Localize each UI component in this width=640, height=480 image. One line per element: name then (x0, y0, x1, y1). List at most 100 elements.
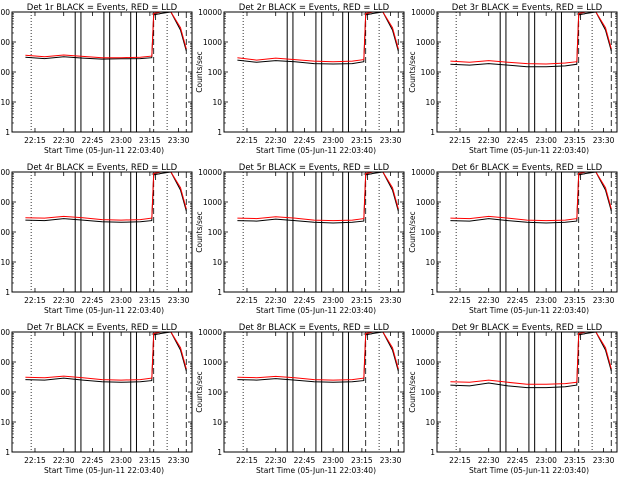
x-axis-title: Start Time (05-Jun-11 22:03:40) (469, 466, 589, 475)
x-tick-label: 22:30 (478, 296, 500, 305)
x-tick-label: 23:30 (380, 296, 402, 305)
panel-det-2: Det 2r BLACK = Events, RED = LLD 1 10 100 10… (195, 3, 405, 155)
y-tick-label: 10000 (411, 8, 435, 17)
events-series-line (237, 12, 399, 65)
x-axis-title: Start Time (05-Jun-11 22:03:40) (469, 146, 589, 155)
y-tick-label: 10 (0, 98, 10, 107)
x-tick-label: 22:15 (236, 456, 258, 465)
y-tick-label: 1000 (203, 198, 222, 207)
x-tick-label: 22:45 (82, 136, 104, 145)
y-tick-label: 10000 (0, 8, 10, 17)
y-tick-label: 100 (208, 68, 223, 77)
panel-title: Det 6r BLACK = Events, RED = LLD (452, 163, 603, 173)
y-tick-label: 10000 (198, 328, 222, 337)
panel-title: Det 7r BLACK = Events, RED = LLD (27, 323, 178, 333)
y-tick-label: 1000 (0, 358, 10, 367)
x-tick-label: 23:00 (110, 136, 132, 145)
x-tick-label: 22:45 (294, 136, 316, 145)
panel-det-3: Det 3r BLACK = Events, RED = LLD 1 10 100 10… (408, 3, 618, 155)
y-tick-label: 1 (217, 448, 222, 457)
x-tick-label: 23:00 (110, 296, 132, 305)
y-tick-label: 1 (430, 288, 435, 297)
x-tick-label: 23:00 (322, 136, 344, 145)
panel-title: Det 5r BLACK = Events, RED = LLD (239, 163, 390, 173)
x-tick-label: 22:15 (449, 296, 471, 305)
y-tick-label: 1 (5, 288, 10, 297)
y-tick-label: 1000 (416, 358, 435, 367)
lld-series-line (450, 172, 612, 222)
x-tick-label: 23:15 (564, 296, 586, 305)
y-tick-label: 10 (212, 418, 222, 427)
y-tick-label: 10 (212, 98, 222, 107)
plot-frame (11, 331, 193, 453)
x-tick-label: 22:30 (265, 136, 287, 145)
x-tick-label: 22:15 (24, 456, 46, 465)
lld-series-line (450, 332, 612, 385)
y-tick-label: 1 (217, 288, 222, 297)
x-tick-label: 22:45 (507, 136, 529, 145)
plot-frame (11, 171, 193, 293)
y-tick-label: 10000 (0, 168, 10, 177)
x-tick-label: 23:15 (139, 136, 161, 145)
y-axis-title: Counts/sec (195, 371, 204, 412)
y-tick-label: 100 (0, 68, 10, 77)
y-tick-label: 1 (430, 128, 435, 137)
x-tick-label: 23:30 (593, 456, 615, 465)
x-axis-title: Start Time (05-Jun-11 22:03:40) (256, 146, 376, 155)
x-tick-label: 22:30 (53, 136, 75, 145)
plot-frame (11, 11, 193, 133)
y-tick-label: 10 (425, 258, 435, 267)
panel-title: Det 1r BLACK = Events, RED = LLD (27, 3, 178, 13)
x-tick-label: 23:30 (380, 456, 402, 465)
x-tick-label: 23:30 (168, 136, 190, 145)
y-tick-label: 1 (217, 128, 222, 137)
y-tick-label: 1000 (203, 38, 222, 47)
panel-title: Det 8r BLACK = Events, RED = LLD (239, 323, 390, 333)
y-tick-label: 10000 (0, 328, 10, 337)
x-tick-label: 23:00 (110, 456, 132, 465)
x-tick-label: 22:30 (265, 296, 287, 305)
y-axis-title: Counts/sec (195, 211, 204, 252)
x-axis-title: Start Time (05-Jun-11 22:03:40) (44, 306, 164, 315)
x-tick-label: 23:30 (380, 136, 402, 145)
x-tick-label: 22:15 (24, 136, 46, 145)
y-tick-label: 10000 (411, 328, 435, 337)
x-tick-label: 22:45 (294, 456, 316, 465)
panel-det-1: Det 1r BLACK = Events, RED = LLD 1 10 100 10… (0, 3, 193, 155)
x-tick-label: 22:15 (236, 296, 258, 305)
x-axis-title: Start Time (05-Jun-11 22:03:40) (44, 466, 164, 475)
lld-series-line (25, 332, 187, 381)
y-tick-label: 100 (208, 388, 223, 397)
y-tick-label: 10000 (411, 168, 435, 177)
plot-frame (436, 171, 618, 293)
y-tick-label: 1 (5, 448, 10, 457)
x-tick-label: 23:00 (535, 136, 557, 145)
y-tick-label: 10 (425, 98, 435, 107)
y-tick-label: 10 (425, 418, 435, 427)
plot-frame (223, 171, 405, 293)
events-series-line (450, 12, 612, 68)
y-tick-label: 10 (0, 418, 10, 427)
x-tick-label: 23:30 (168, 456, 190, 465)
x-tick-label: 23:30 (168, 296, 190, 305)
x-tick-label: 23:15 (139, 456, 161, 465)
y-tick-label: 1000 (0, 38, 10, 47)
plot-frame (223, 11, 405, 133)
x-tick-label: 22:30 (265, 456, 287, 465)
x-tick-label: 23:15 (351, 296, 373, 305)
y-tick-label: 100 (421, 68, 436, 77)
lld-series-line (450, 12, 612, 65)
y-tick-label: 1000 (416, 38, 435, 47)
x-tick-label: 23:15 (564, 136, 586, 145)
panel-title: Det 9r BLACK = Events, RED = LLD (452, 323, 603, 333)
panel-det-6: Det 6r BLACK = Events, RED = LLD 1 10 100 10… (408, 163, 618, 315)
events-series-line (25, 12, 187, 60)
y-tick-label: 1 (5, 128, 10, 137)
x-axis-title: Start Time (05-Jun-11 22:03:40) (469, 306, 589, 315)
plot-frame (223, 331, 405, 453)
events-series-line (25, 332, 187, 383)
panel-title: Det 3r BLACK = Events, RED = LLD (452, 3, 603, 13)
panel-det-9: Det 9r BLACK = Events, RED = LLD 1 10 100 10… (408, 323, 618, 475)
y-tick-label: 100 (421, 388, 436, 397)
y-tick-label: 10000 (198, 168, 222, 177)
